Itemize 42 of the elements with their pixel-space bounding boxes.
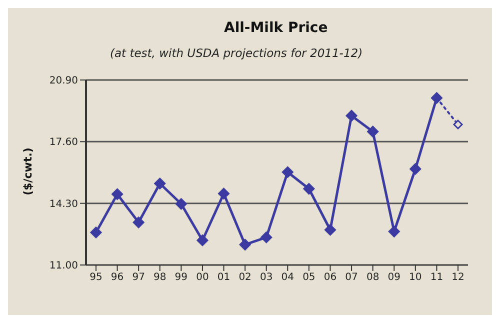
x-tick-label: 99 bbox=[174, 272, 188, 284]
x-tick-label: 98 bbox=[154, 272, 166, 284]
x-tick-label: 02 bbox=[238, 272, 252, 284]
x-tick-label: 95 bbox=[90, 272, 102, 284]
x-tick-label: 97 bbox=[132, 272, 145, 284]
x-tick-label: 08 bbox=[366, 272, 380, 284]
point bbox=[112, 188, 124, 200]
point bbox=[367, 126, 379, 138]
chart-title: All-Milk Price bbox=[223, 20, 329, 36]
x-tick-label: 05 bbox=[302, 272, 316, 284]
point bbox=[388, 226, 400, 238]
point bbox=[175, 198, 187, 210]
x-tick-label: 12 bbox=[452, 272, 464, 284]
x-tick-label: 96 bbox=[110, 272, 124, 284]
x-tick-label: 01 bbox=[217, 272, 230, 284]
x-tick-label: 06 bbox=[324, 272, 337, 284]
y-tick-label: 11.00 bbox=[49, 260, 78, 272]
x-tick-label: 10 bbox=[409, 272, 422, 284]
x-tick-label: 07 bbox=[345, 272, 358, 284]
y-tick-label: 14.30 bbox=[49, 198, 78, 210]
point bbox=[218, 188, 230, 200]
point bbox=[453, 120, 463, 130]
point bbox=[324, 224, 336, 236]
point bbox=[239, 238, 251, 250]
point bbox=[303, 183, 315, 195]
chart-subtitle: (at test, with USDA projections for 2011-12) bbox=[109, 46, 364, 60]
point bbox=[196, 234, 208, 246]
y-tick-label: 17.60 bbox=[49, 137, 78, 148]
x-tick-label: 03 bbox=[260, 272, 273, 284]
point bbox=[132, 216, 144, 228]
y-axis-title: ($/cwt.) bbox=[22, 147, 35, 195]
point bbox=[346, 110, 358, 122]
point bbox=[90, 226, 102, 238]
x-tick-label: 00 bbox=[196, 272, 209, 284]
x-tick-label: 04 bbox=[281, 272, 294, 284]
point bbox=[260, 232, 272, 244]
point bbox=[410, 163, 422, 175]
point bbox=[282, 166, 294, 178]
x-tick-label: 09 bbox=[388, 272, 400, 284]
y-tick-label: 20.90 bbox=[49, 76, 78, 87]
point bbox=[154, 178, 166, 190]
x-tick-label: 11 bbox=[430, 272, 444, 284]
